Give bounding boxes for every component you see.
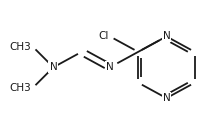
Text: N: N: [49, 62, 57, 72]
Text: CH3: CH3: [10, 42, 32, 52]
Text: Cl: Cl: [98, 31, 109, 41]
Text: CH3: CH3: [10, 83, 32, 93]
Text: N: N: [106, 62, 114, 72]
Text: N: N: [163, 31, 170, 41]
Text: N: N: [163, 93, 170, 103]
